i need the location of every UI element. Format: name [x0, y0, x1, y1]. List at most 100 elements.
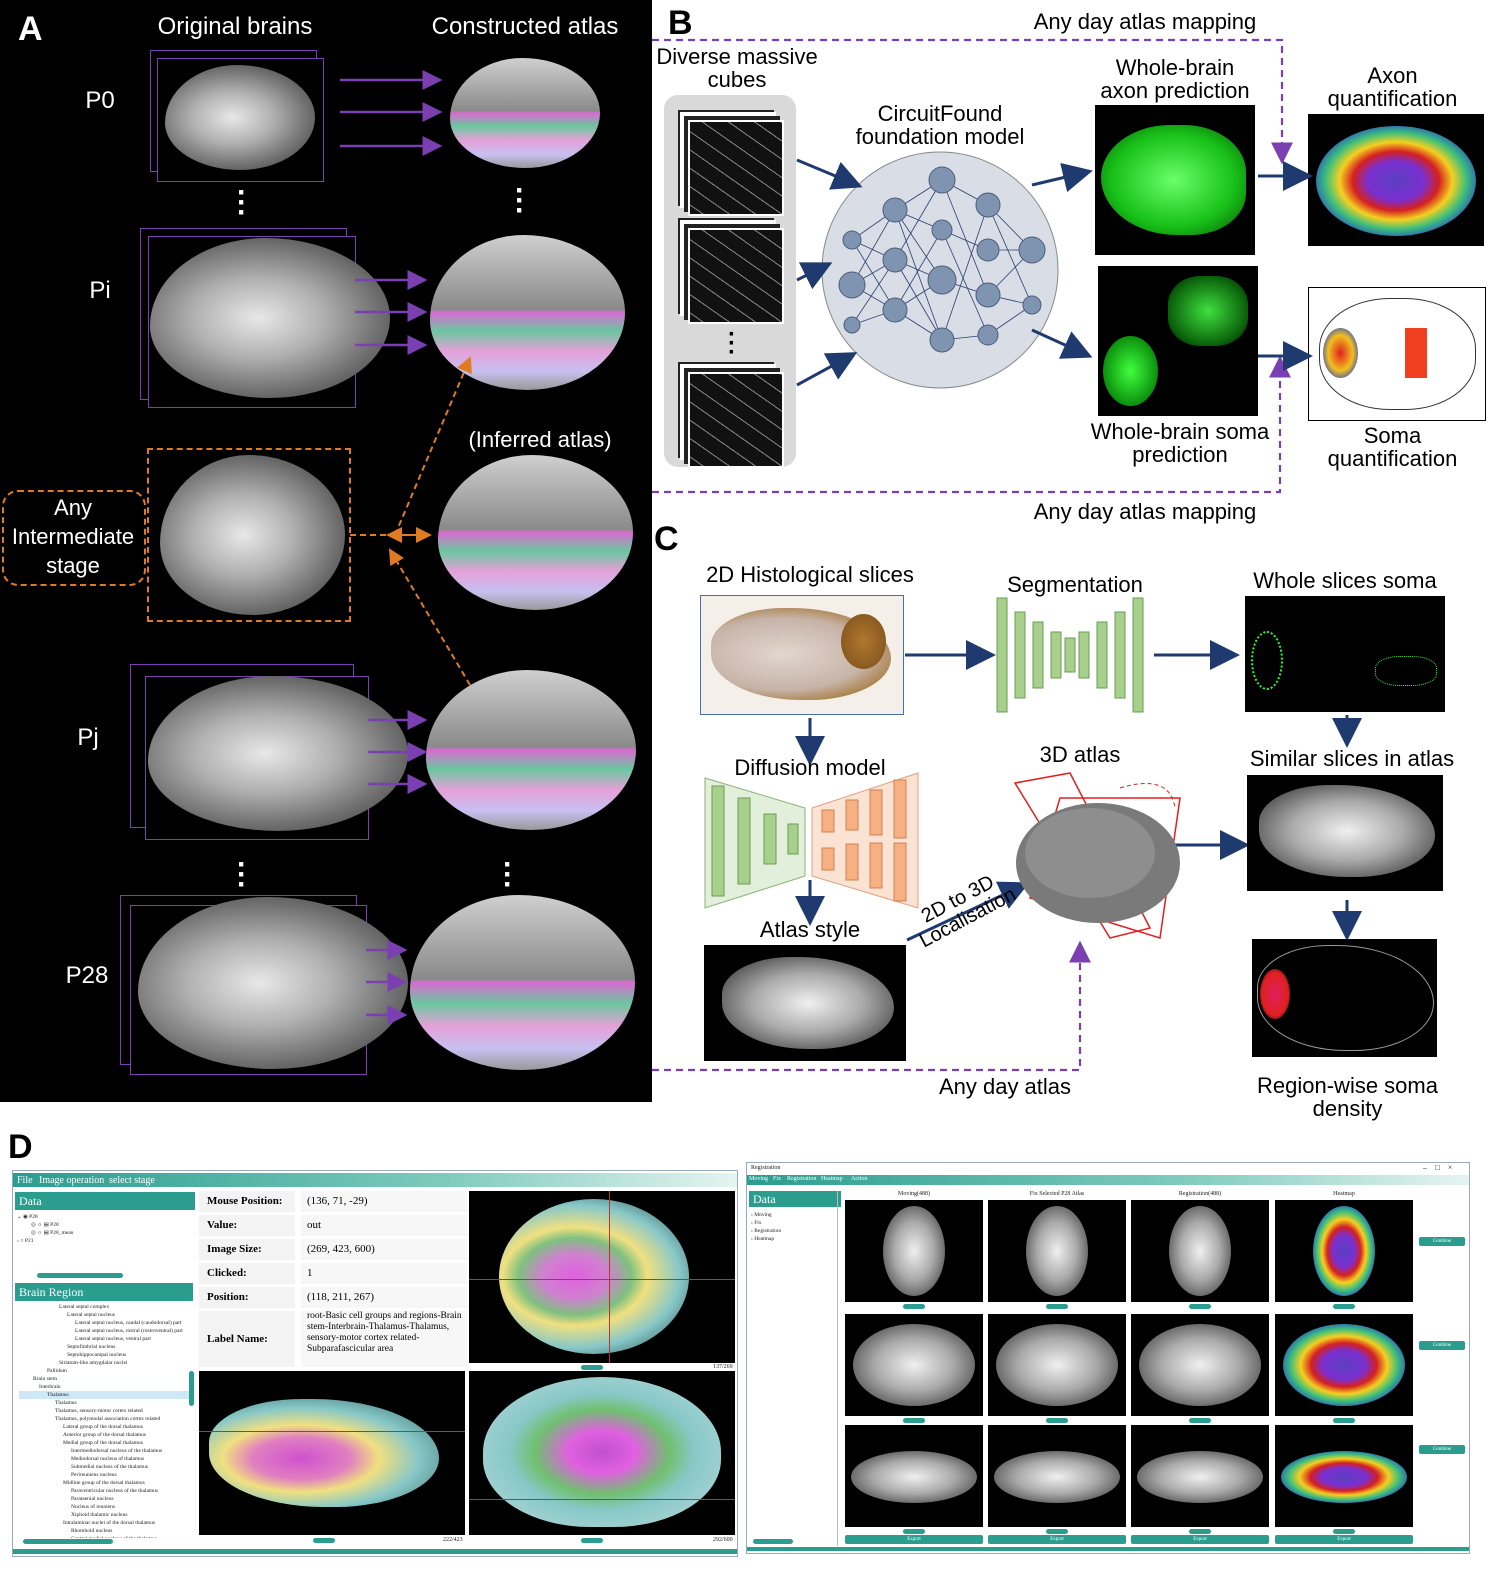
region-tree-item[interactable]: Intermediodorsal nucleus of the thalamus — [71, 1448, 163, 1454]
reg-data-item[interactable]: › Heatmap — [751, 1236, 775, 1242]
region-tree-item[interactable]: Thalamus — [19, 1391, 189, 1399]
region-tree-item[interactable]: Perireuniens nucleus — [71, 1472, 117, 1478]
coronal-slider[interactable] — [581, 1538, 603, 1543]
region-tree-item[interactable]: Lateral septal complex — [59, 1304, 110, 1310]
menu-file[interactable]: File — [17, 1175, 33, 1186]
axial-view[interactable] — [469, 1191, 735, 1363]
reg-data-item[interactable]: › Moving — [751, 1212, 772, 1218]
registration-view[interactable] — [988, 1314, 1126, 1416]
region-tree-item[interactable]: Thalamus, sensory-motor cortex related — [55, 1408, 143, 1414]
stage-label-p28: P28 — [65, 962, 109, 989]
view-slider[interactable] — [1189, 1418, 1211, 1423]
menu-fix[interactable]: Fix — [773, 1176, 782, 1182]
registration-view[interactable] — [988, 1425, 1126, 1527]
region-tree-item[interactable]: Thalamus — [55, 1400, 77, 1406]
reg-data-header: Data — [749, 1191, 841, 1207]
coronal-view[interactable] — [469, 1371, 735, 1535]
view-slider[interactable] — [903, 1304, 925, 1309]
combine-button[interactable]: Combine — [1419, 1445, 1465, 1454]
region-tree-item[interactable]: Pallidum — [47, 1368, 67, 1374]
combine-button[interactable]: Combine — [1419, 1237, 1465, 1246]
menu-image-operation[interactable]: Image operation — [39, 1175, 105, 1186]
region-tree-item[interactable]: Midline group of the dorsal thalamus — [63, 1480, 145, 1486]
region-tree-item[interactable]: Medial group of the dorsal thalamus — [63, 1440, 143, 1446]
window-controls[interactable]: –□× — [1423, 1163, 1461, 1172]
menu-moving[interactable]: Moving — [749, 1176, 769, 1182]
region-tree-item[interactable]: Interbrain — [39, 1384, 61, 1390]
view-slider[interactable] — [1189, 1304, 1211, 1309]
view-slider[interactable] — [1046, 1529, 1068, 1534]
reg-data-item[interactable]: › Fix — [751, 1220, 762, 1226]
heatmap-view[interactable] — [1275, 1200, 1413, 1302]
data-item[interactable]: › ○ P21 — [17, 1238, 34, 1244]
menu-action[interactable]: Action — [851, 1176, 868, 1182]
registration-view[interactable] — [845, 1200, 983, 1302]
registration-view[interactable] — [845, 1314, 983, 1416]
region-tree-item[interactable]: Lateral septal nucleus, caudal (caudodor… — [75, 1320, 182, 1326]
sagittal-slider[interactable] — [313, 1538, 335, 1543]
registration-view[interactable] — [1131, 1314, 1269, 1416]
combine-button[interactable]: Combine — [1419, 1341, 1465, 1350]
menu-heatmap[interactable]: Heatmap — [821, 1176, 843, 1182]
region-tree-item[interactable]: Parataenial nucleus — [71, 1496, 114, 1502]
region-scrollbar[interactable] — [189, 1371, 194, 1406]
region-tree-item[interactable]: Submedial nucleus of the thalamus — [71, 1464, 148, 1470]
menu-select-stage[interactable]: select stage — [109, 1175, 155, 1186]
sagittal-view[interactable] — [199, 1371, 465, 1535]
region-tree-item[interactable]: Nucleus of reuniens — [71, 1504, 115, 1510]
panel-label-b: B — [668, 4, 693, 42]
axon-quant-image — [1308, 114, 1484, 246]
ellipsis: · · · — [237, 848, 247, 901]
registration-view[interactable] — [988, 1200, 1126, 1302]
registration-view[interactable] — [845, 1425, 983, 1527]
region-tree-item[interactable]: Paraventricular nucleus of the thalamus — [71, 1488, 159, 1494]
region-tree-item[interactable]: Septohippocampal nucleus — [67, 1352, 127, 1358]
data-item[interactable]: ◎ ☼ ▤ P28 — [31, 1222, 59, 1228]
data-scrollbar[interactable] — [37, 1273, 123, 1278]
data-item[interactable]: ⌄ ◉ P28 — [17, 1214, 38, 1220]
view-slider[interactable] — [1046, 1418, 1068, 1423]
region-tree-item[interactable]: Brain stem — [33, 1376, 57, 1382]
registration-view[interactable] — [1131, 1425, 1269, 1527]
region-tree-item[interactable]: Septofimbrial nucleus — [67, 1344, 116, 1350]
soma-prediction-image — [1098, 266, 1258, 416]
panel-label-a: A — [18, 10, 43, 48]
heatmap-view[interactable] — [1275, 1425, 1413, 1527]
export-button[interactable]: Export — [1131, 1535, 1269, 1544]
view-slider[interactable] — [1333, 1304, 1355, 1309]
region-tree-item[interactable]: Rhomboid nucleus — [71, 1528, 113, 1534]
panel-a: A Original brains Constructed atlas P0 ·… — [0, 0, 652, 1102]
divider — [837, 1191, 838, 1546]
axial-slider[interactable] — [581, 1365, 603, 1370]
view-slider[interactable] — [1333, 1529, 1355, 1534]
column-header: Registration(488) — [1178, 1191, 1222, 1197]
region-tree-item[interactable]: Anterior group of the dorsal thalamus — [63, 1432, 146, 1438]
region-tree-item[interactable]: Lateral septal nucleus, ventral part — [75, 1336, 151, 1342]
registration-view[interactable] — [1131, 1200, 1269, 1302]
soma-prediction-label: Whole-brain soma prediction — [1090, 419, 1270, 468]
column-header: Moving(488) — [898, 1191, 930, 1197]
reg-data-item[interactable]: › Registration — [751, 1228, 782, 1234]
reg-scrollbar[interactable] — [753, 1539, 793, 1544]
heatmap-view[interactable] — [1275, 1314, 1413, 1416]
view-slider[interactable] — [1189, 1529, 1211, 1534]
region-tree-item[interactable]: Lateral septal nucleus, rostral (rostrov… — [75, 1328, 183, 1334]
view-slider[interactable] — [903, 1529, 925, 1534]
region-tree-item[interactable]: Striatum-like amygdalar nuclei — [59, 1360, 128, 1366]
region-tree-item[interactable]: Thalamus, polymodal association cortex r… — [55, 1416, 161, 1422]
region-tree-item[interactable]: Lateral group of the dorsal thalamus — [63, 1424, 143, 1430]
export-button[interactable]: Export — [1275, 1535, 1413, 1544]
region-tree-item[interactable]: Central medial nucleus of the thalamus — [19, 1535, 189, 1538]
view-slider[interactable] — [1333, 1418, 1355, 1423]
region-tree-item[interactable]: Lateral septal nucleus — [67, 1312, 115, 1318]
export-button[interactable]: Export — [988, 1535, 1126, 1544]
view-slider[interactable] — [903, 1418, 925, 1423]
data-item[interactable]: ◎ ☼ ▤ P28_mean — [31, 1230, 74, 1236]
menu-registration[interactable]: Registration — [787, 1176, 817, 1182]
region-tree-item[interactable]: Mediodorsal nucleus of thalamus — [71, 1456, 145, 1462]
export-button[interactable]: Export — [845, 1535, 983, 1544]
region-tree-item[interactable]: Intralaminar nuclei of the dorsal thalam… — [63, 1520, 156, 1526]
view-slider[interactable] — [1046, 1304, 1068, 1309]
region-tree-item[interactable]: Xiphoid thalamic nucleus — [71, 1512, 128, 1518]
region-hscrollbar[interactable] — [23, 1539, 113, 1544]
